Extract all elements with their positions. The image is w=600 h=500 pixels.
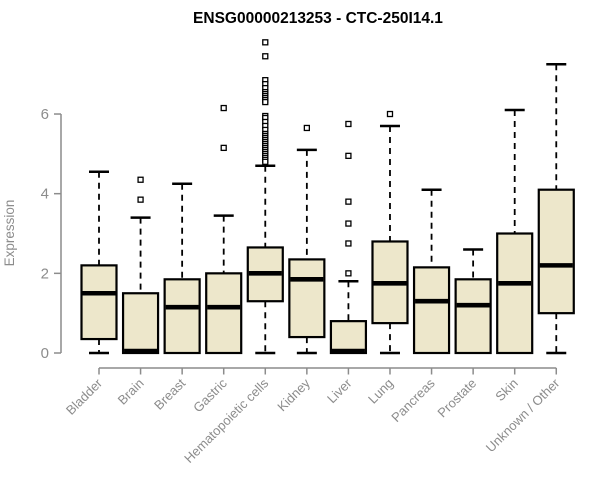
category-label: Prostate: [434, 376, 479, 421]
y-tick-label: 0: [41, 345, 49, 362]
box-lung: [371, 110, 409, 355]
outlier-point: [345, 198, 352, 205]
chart-title: ENSG00000213253 - CTC-250I14.1: [193, 10, 443, 27]
outlier-point: [262, 39, 269, 46]
outlier-point: [137, 176, 144, 183]
y-tick-label: 2: [41, 265, 49, 282]
y-axis: 0 2 4 6: [41, 106, 62, 362]
outlier-point: [345, 152, 352, 159]
outlier-point: [345, 120, 352, 128]
box-kidney: [288, 124, 326, 355]
category-label: Breast: [151, 375, 188, 412]
box-rect: [537, 188, 575, 315]
box-rect: [288, 258, 326, 339]
category-label: Bladder: [63, 375, 106, 418]
outlier-point: [262, 53, 269, 60]
box-unknown-other: [537, 62, 575, 355]
outlier-point: [303, 124, 311, 132]
outlier-point: [262, 98, 269, 106]
box-rect: [121, 292, 160, 355]
outlier-point: [345, 220, 352, 227]
box-brain: [121, 176, 160, 355]
y-axis-label: Expression: [2, 200, 17, 267]
category-label: Unknown / Other: [483, 375, 563, 455]
box-rect: [329, 320, 368, 355]
category-label: Lung: [365, 376, 396, 407]
box-rect: [205, 272, 243, 355]
box-pancreas: [412, 188, 451, 355]
box-liver: [329, 120, 368, 355]
box-prostate: [454, 248, 492, 355]
y-tick-label: 6: [41, 106, 49, 123]
outlier-point: [137, 196, 144, 203]
box-rect: [454, 278, 492, 355]
outlier-point: [345, 270, 352, 277]
category-label: Gastric: [190, 375, 230, 415]
outlier-point: [386, 110, 394, 118]
box-hematopoietic-cells: [246, 39, 284, 355]
box-rect: [163, 278, 201, 355]
category-label: Skin: [492, 376, 520, 404]
outlier-point: [220, 104, 227, 112]
category-label: Liver: [324, 375, 355, 406]
outlier-point: [220, 144, 227, 152]
outlier-point: [262, 158, 269, 165]
box-gastric: [205, 104, 243, 355]
box-rect: [80, 264, 118, 341]
box-rect: [412, 266, 451, 355]
box-skin: [496, 108, 534, 355]
y-tick-label: 4: [41, 186, 49, 203]
box-breast: [163, 182, 201, 355]
category-label: Brain: [115, 376, 147, 408]
category-label: Kidney: [274, 375, 313, 414]
outlier-point: [345, 240, 352, 247]
box-bladder: [80, 170, 118, 355]
box-rect: [496, 232, 534, 355]
category-label: Pancreas: [388, 375, 438, 425]
